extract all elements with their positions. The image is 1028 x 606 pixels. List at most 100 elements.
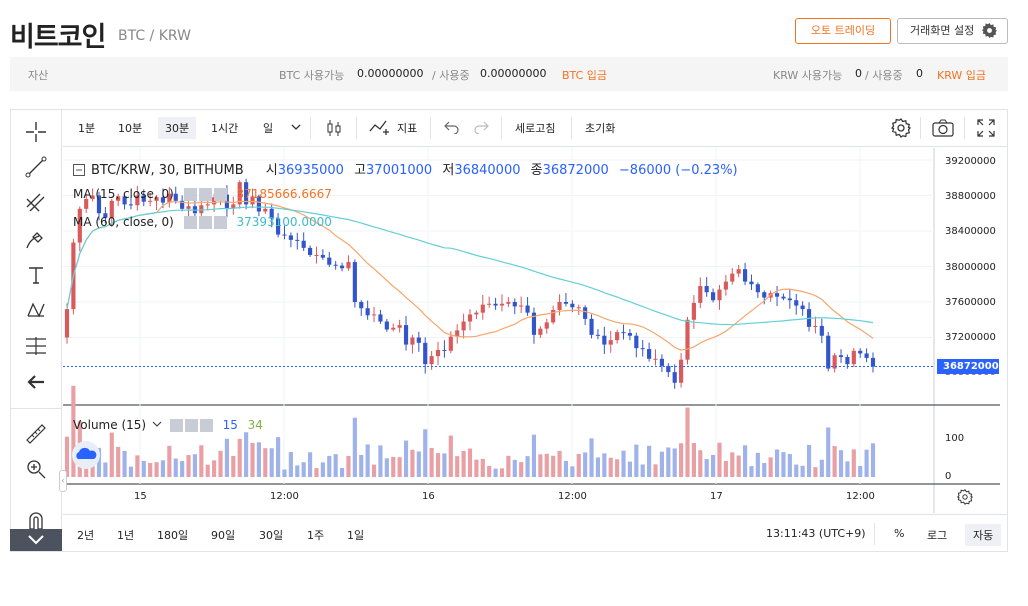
- eye-icon[interactable]: [183, 216, 197, 229]
- volume-legend: Volume (15) 15 34: [73, 418, 263, 432]
- log-toggle[interactable]: 로그: [927, 529, 948, 542]
- text-tool-icon[interactable]: [22, 261, 50, 289]
- auto-toggle[interactable]: 자동: [965, 524, 1002, 546]
- ma60-value: 37393100.0000: [236, 215, 332, 229]
- legend-low: 36840000: [454, 163, 521, 178]
- range-2y[interactable]: 2년: [77, 529, 95, 542]
- close-icon[interactable]: [199, 419, 213, 432]
- time-axis-label: 12:00: [846, 491, 875, 502]
- brush-icon[interactable]: [22, 225, 50, 253]
- btc-deposit-link[interactable]: BTC 입금: [562, 69, 608, 82]
- asset-bar: 자산 BTC 사용가능 0.00000000 / 사용중 0.00000000 …: [10, 57, 1008, 91]
- collapse-pane-handle[interactable]: ‹: [59, 470, 67, 492]
- legend-open-label: 시: [265, 163, 278, 178]
- interval-1m[interactable]: 1분: [78, 122, 96, 135]
- volume-axis-label: 100: [945, 433, 965, 444]
- volume-value-a: 15: [222, 418, 238, 432]
- chart-legend: BTC/KRW, 30, BITHUMB 시36935000 고37001000…: [73, 159, 738, 178]
- range-30d[interactable]: 30일: [259, 529, 284, 542]
- pitchfork-icon[interactable]: [22, 189, 50, 217]
- last-price-tag: 36872000: [937, 359, 999, 374]
- range-toolbar: 2년 1년 180일 90일 30일 1주 1일 13:11:43 (UTC+9…: [63, 514, 1008, 552]
- drawing-toolbar: [10, 109, 62, 552]
- gear-icon[interactable]: [198, 216, 212, 229]
- legend-low-label: 저: [442, 163, 455, 178]
- axis-settings-icon[interactable]: [957, 489, 973, 505]
- pattern-icon[interactable]: [22, 296, 50, 324]
- close-icon[interactable]: [213, 188, 227, 201]
- krw-deposit-link[interactable]: KRW 입금: [937, 69, 987, 82]
- range-180d[interactable]: 180일: [157, 529, 189, 542]
- ruler-icon[interactable]: [22, 420, 50, 448]
- clock: 13:11:43 (UTC+9): [766, 527, 866, 540]
- interval-10m[interactable]: 10분: [118, 122, 143, 135]
- collapse-toolbar-button[interactable]: [10, 529, 62, 551]
- refresh-button[interactable]: 세로고침: [515, 122, 556, 135]
- price-axis-label: 37600000: [945, 297, 996, 308]
- price-axis-label: 38800000: [945, 191, 996, 202]
- trend-line-icon[interactable]: [22, 153, 50, 181]
- time-axis-label: 17: [710, 491, 723, 502]
- undo-icon[interactable]: [444, 120, 460, 134]
- gear-icon[interactable]: [198, 188, 212, 201]
- screen-settings-button[interactable]: 거래화면 설정: [897, 18, 1008, 44]
- cloud-logo-icon: [72, 441, 100, 469]
- btc-available-value: 0.00000000: [357, 67, 424, 80]
- collapse-legend-icon[interactable]: [73, 164, 85, 176]
- ma15-value: 37185666.6667: [236, 187, 332, 201]
- asset-label: 자산: [28, 69, 49, 82]
- chevron-down-icon: [28, 535, 44, 545]
- range-1y[interactable]: 1년: [117, 529, 135, 542]
- pair-label: BTC / KRW: [118, 28, 191, 44]
- indicators-button[interactable]: 지표: [397, 122, 418, 135]
- redo-icon[interactable]: [473, 120, 489, 134]
- krw-used-separator: / 사용중: [865, 69, 903, 82]
- camera-icon[interactable]: [932, 119, 954, 137]
- volume-label: Volume (15): [73, 418, 147, 432]
- settings-icon[interactable]: [891, 118, 911, 138]
- price-axis-label: 37200000: [945, 332, 996, 343]
- magnet-icon[interactable]: [22, 507, 50, 535]
- page-title: 비트코인: [10, 22, 106, 53]
- range-1w[interactable]: 1주: [307, 529, 325, 542]
- legend-symbol: BTC/KRW, 30, BITHUMB: [91, 163, 244, 178]
- ma15-label: MA (15, close, 0): [73, 187, 174, 201]
- volume-value-b: 34: [247, 418, 263, 432]
- indicators-icon[interactable]: [369, 119, 391, 135]
- interval-30m[interactable]: 30분: [158, 117, 197, 139]
- eye-icon[interactable]: [169, 419, 183, 432]
- chart-toolbar: 1분 10분 30분 1시간 일 지표 세로고침 초기화: [63, 109, 1008, 147]
- percent-toggle[interactable]: %: [894, 527, 905, 540]
- time-axis-label: 15: [134, 491, 147, 502]
- interval-1h[interactable]: 1시간: [211, 122, 239, 135]
- volume-axis-label: 0: [945, 471, 952, 482]
- price-axis-label: 38400000: [945, 226, 996, 237]
- legend-high-label: 고: [354, 163, 367, 178]
- btc-available-label: BTC 사용가능: [279, 69, 345, 82]
- btc-used-separator: / 사용중: [432, 69, 470, 82]
- gear-icon: [982, 23, 997, 38]
- legend-close-label: 종: [530, 163, 543, 178]
- fib-retracement-icon[interactable]: [22, 332, 50, 360]
- screen-settings-label: 거래화면 설정: [910, 24, 975, 37]
- legend-close: 36872000: [542, 163, 609, 178]
- btc-used-value: 0.00000000: [480, 67, 547, 80]
- interval-day[interactable]: 일: [263, 122, 274, 135]
- fullscreen-icon[interactable]: [977, 119, 995, 137]
- ma15-legend: MA (15, close, 0) 37185666.6667: [73, 187, 332, 201]
- zoom-in-icon[interactable]: [22, 455, 50, 483]
- range-90d[interactable]: 90일: [211, 529, 236, 542]
- back-arrow-icon[interactable]: [22, 368, 50, 396]
- chevron-down-icon[interactable]: [152, 421, 162, 428]
- ma60-label: MA (60, close, 0): [73, 215, 174, 229]
- eye-icon[interactable]: [183, 188, 197, 201]
- close-icon[interactable]: [213, 216, 227, 229]
- time-axis-label: 12:00: [270, 491, 299, 502]
- chevron-down-icon[interactable]: [291, 123, 301, 131]
- crosshair-icon[interactable]: [22, 118, 50, 146]
- reset-button[interactable]: 초기화: [585, 122, 616, 135]
- auto-trading-button[interactable]: 오토 트레이딩: [795, 18, 891, 44]
- range-1d[interactable]: 1일: [347, 529, 365, 542]
- gear-icon[interactable]: [184, 419, 198, 432]
- candle-style-icon[interactable]: [325, 118, 343, 138]
